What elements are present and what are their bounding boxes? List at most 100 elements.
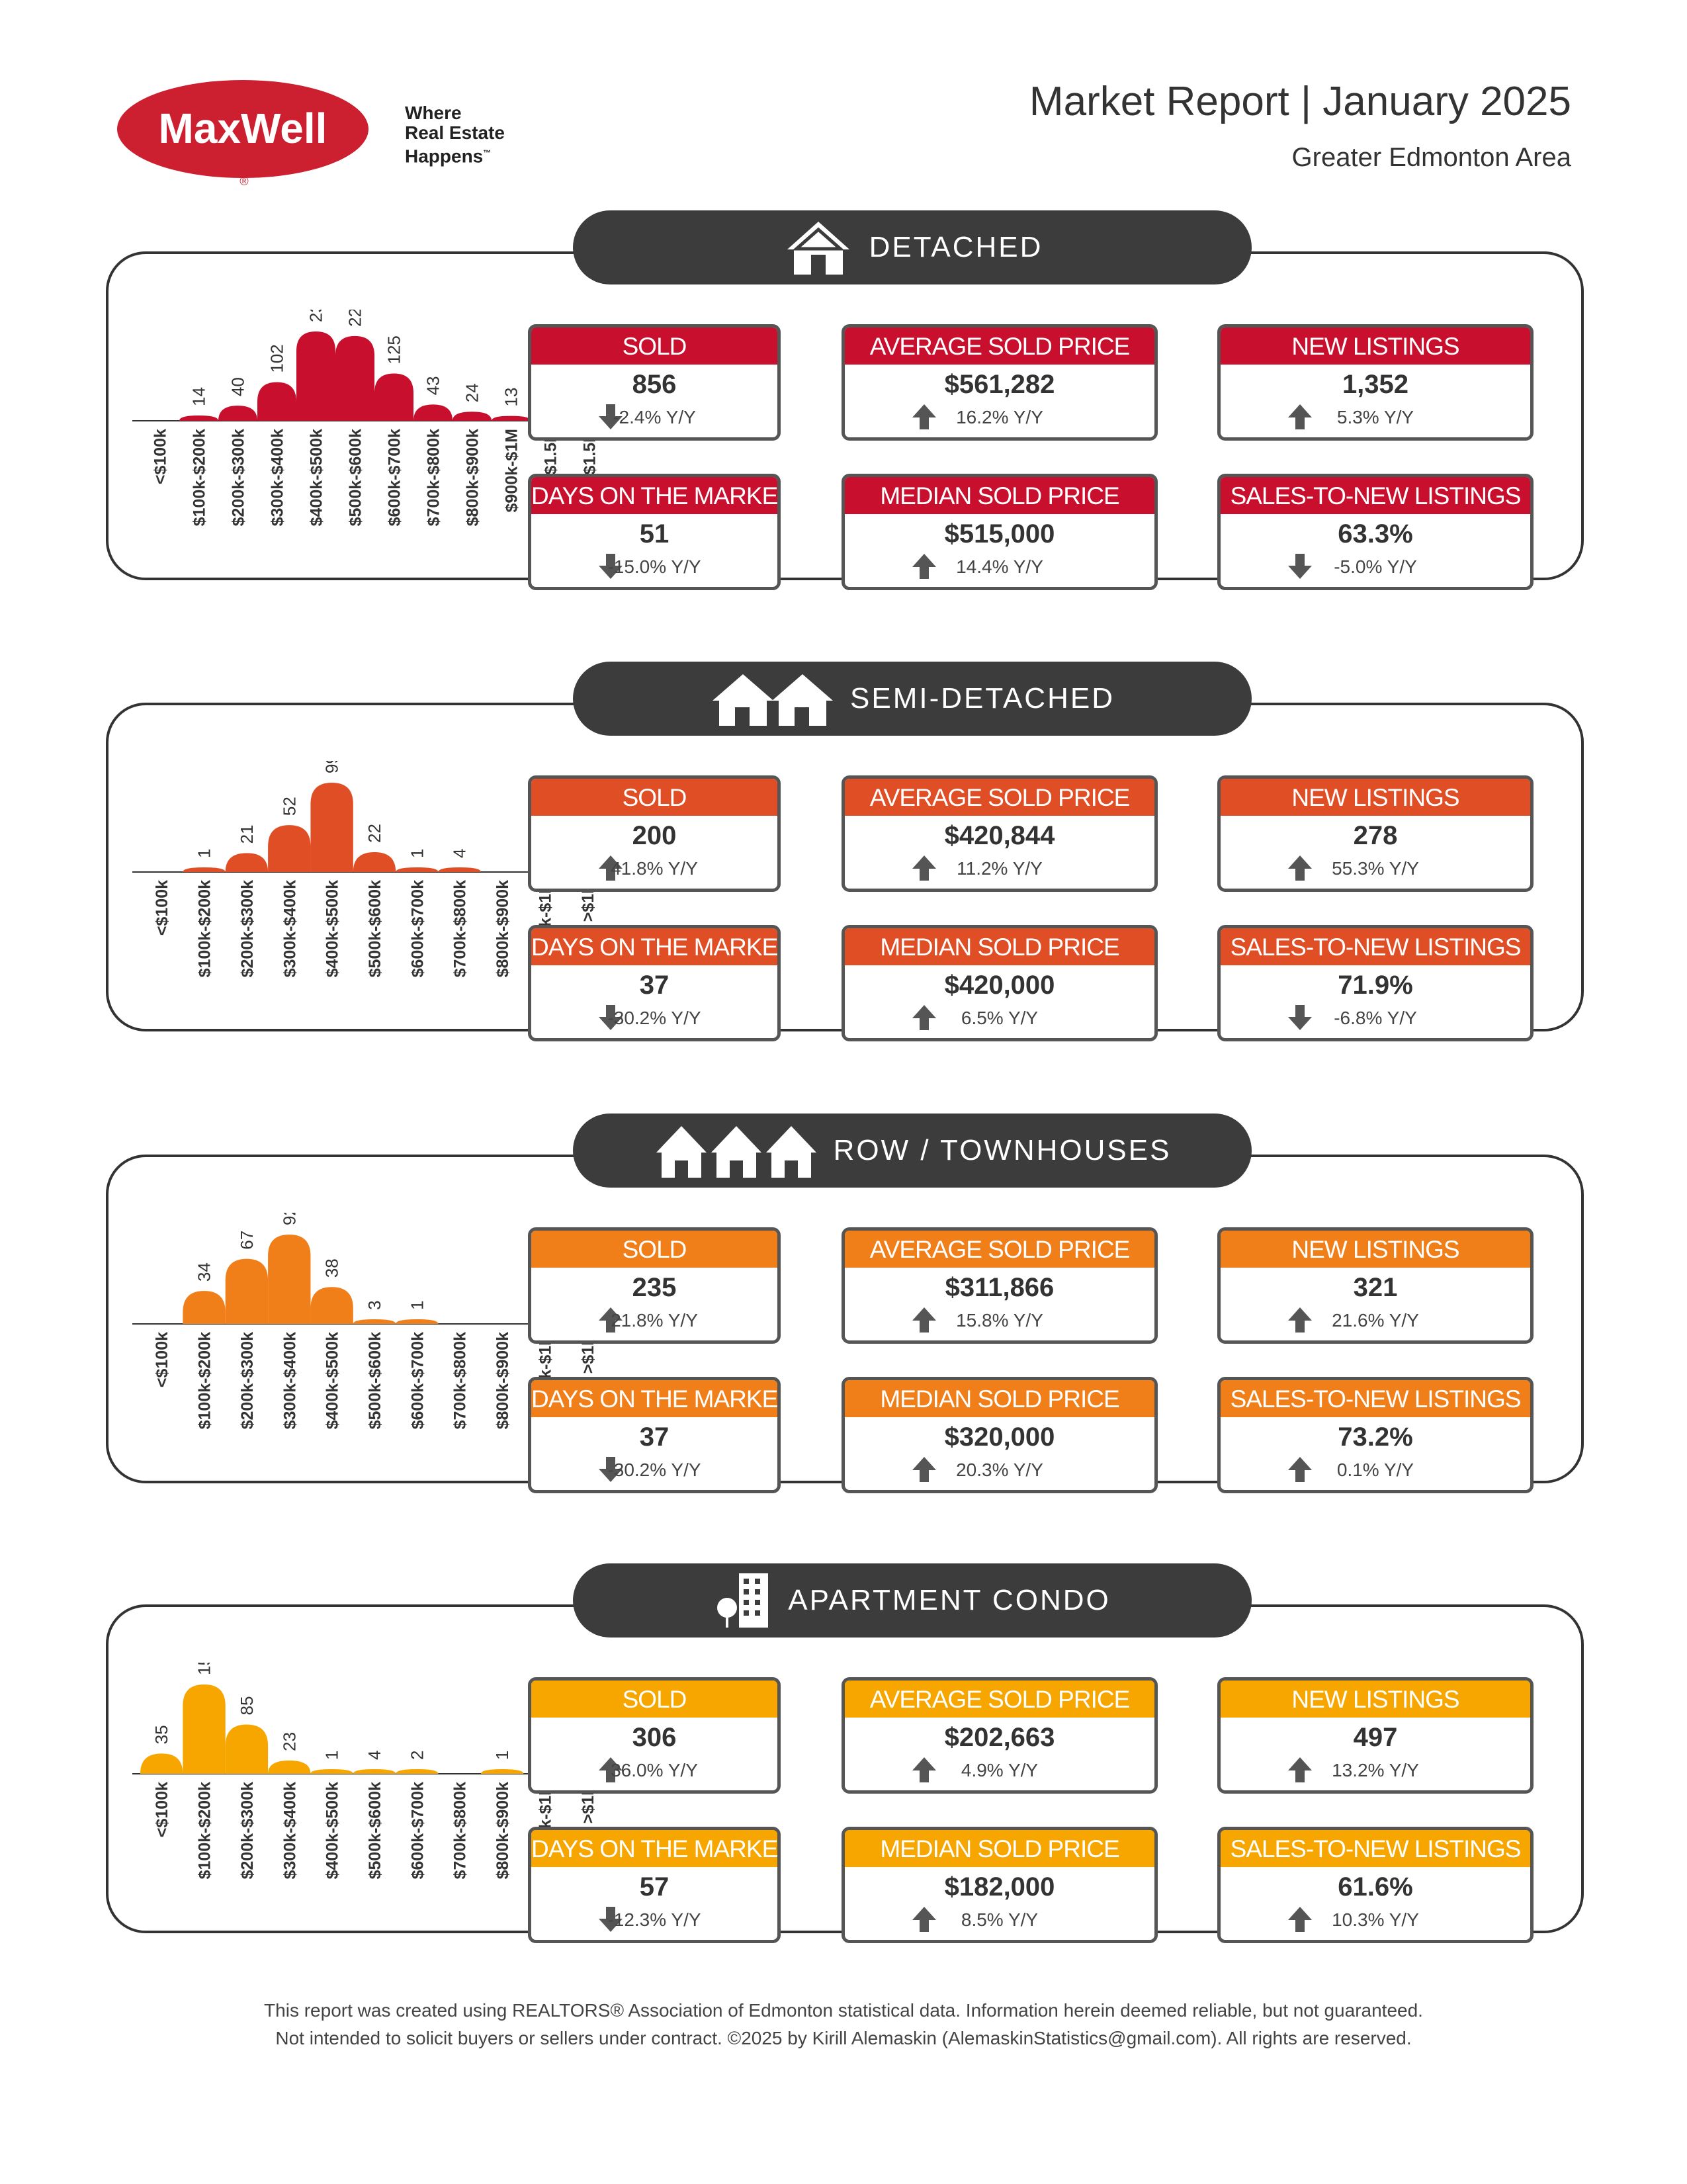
chart-category-label: $400k-$500k (324, 1332, 342, 1429)
chart-category-label: $200k-$300k (230, 429, 248, 526)
stat-card-value: $420,000 (944, 971, 1055, 1000)
stat-card-new-listings: NEW LISTINGS 278 55.3% Y/Y (1217, 775, 1534, 892)
footer: This report was created using REALTORS® … (0, 1997, 1687, 2052)
chart-bar (492, 415, 531, 421)
chart-category-label: $500k-$600k (366, 1782, 384, 1879)
stat-card-label: NEW LISTINGS (1221, 328, 1530, 365)
stat-card-yoy: 8.5% Y/Y (845, 1904, 1154, 1939)
chart-category-label: $800k-$900k (464, 429, 482, 526)
chart-category-label: $700k-$800k (451, 1782, 470, 1879)
stat-card-label: AVERAGE SOLD PRICE (845, 328, 1154, 365)
stat-card-value: $420,844 (944, 821, 1055, 850)
chart-data-label: 35 (151, 1725, 171, 1744)
chart-data-label: 102 (267, 344, 287, 372)
stat-card-yoy-text: 8.5% Y/Y (961, 1909, 1039, 1930)
stat-card-label: AVERAGE SOLD PRICE (845, 779, 1154, 816)
chart-bar (438, 867, 481, 872)
stat-card-new-listings: NEW LISTINGS 497 13.2% Y/Y (1217, 1677, 1534, 1794)
footer-line-2: Not intended to solicit buyers or seller… (275, 2028, 1412, 2048)
stat-card-yoy: 20.3% Y/Y (845, 1454, 1154, 1489)
chart-bar (296, 331, 335, 421)
chart-data-label: 43 (423, 376, 443, 395)
registered-mark: ® (239, 175, 248, 187)
stat-card-label: SOLD (531, 328, 777, 365)
stat-card-yoy: -15.0% Y/Y (531, 551, 777, 586)
chart-bar (353, 1319, 396, 1324)
chart-data-label: 14 (189, 387, 209, 406)
stat-card-label: DAYS ON THE MARKET (531, 1380, 777, 1417)
stat-card-yoy-text: 41.8% Y/Y (611, 858, 698, 879)
stat-card-label: SOLD (531, 779, 777, 816)
chart-bar (183, 1684, 226, 1774)
stat-card-yoy-text: 5.3% Y/Y (1336, 407, 1414, 427)
stat-card-yoy-text: 0.1% Y/Y (1336, 1460, 1414, 1480)
stat-card-value: 37 (639, 971, 670, 1000)
stat-card-sales-to-new-listings: SALES-TO-NEW LISTINGS 63.3% -5.0% Y/Y (1217, 474, 1534, 590)
stat-card-value: 37 (639, 1422, 670, 1452)
stat-card-yoy-text: 16.2% Y/Y (956, 407, 1043, 427)
stat-card-average-sold-price: AVERAGE SOLD PRICE $202,663 4.9% Y/Y (842, 1677, 1158, 1794)
chart-data-label: 1 (195, 849, 214, 858)
stat-card-yoy: 6.5% Y/Y (845, 1002, 1154, 1037)
stat-card-value: 73.2% (1338, 1422, 1413, 1452)
chart-bar (310, 1287, 353, 1324)
stat-card-yoy-text: 10.3% Y/Y (1332, 1909, 1419, 1930)
section-title: SEMI-DETACHED (850, 682, 1115, 715)
stat-card-label: SALES-TO-NEW LISTINGS (1221, 1830, 1530, 1867)
section-title-pill: SEMI-DETACHED (573, 662, 1252, 736)
footer-line-1: This report was created using REALTORS® … (264, 2000, 1423, 2021)
section-title-pill: DETACHED (573, 210, 1252, 284)
chart-bar (335, 335, 374, 421)
stat-card-value: 321 (1353, 1273, 1398, 1302)
chart-data-label: 40 (228, 377, 248, 396)
stat-card-yoy-text: 36.0% Y/Y (611, 1760, 698, 1780)
stat-card-label: MEDIAN SOLD PRICE (845, 928, 1154, 965)
stat-card-label: DAYS ON THE MARKET (531, 1830, 777, 1867)
townhouse-icon (656, 1126, 816, 1178)
chart-data-label: 2 (407, 1751, 427, 1760)
chart-data-label: 99 (322, 761, 342, 773)
stat-card-yoy: -2.4% Y/Y (531, 402, 777, 436)
chart-category-label: $800k-$900k (494, 1782, 512, 1879)
chart-bar (225, 1724, 269, 1774)
maxwell-logo: MaxWell ® (117, 80, 368, 187)
chart-data-label: 154 (195, 1663, 214, 1675)
chart-bar (225, 1258, 269, 1324)
chart-category-label: $600k-$700k (408, 1332, 427, 1429)
chart-category-label: $100k-$200k (196, 1782, 214, 1879)
chart-bar (183, 1291, 226, 1324)
price-distribution-chart: 35 <$100k 154 $100k-$200k 85 $200k-$300k 23 $30… (132, 1663, 615, 1879)
stat-card-days-on-the-market: DAYS ON THE MARKET 57 -12.3% Y/Y (528, 1827, 781, 1943)
stat-card-sales-to-new-listings: SALES-TO-NEW LISTINGS 61.6% 10.3% Y/Y (1217, 1827, 1534, 1943)
section-title-pill: ROW / TOWNHOUSES (573, 1114, 1252, 1188)
chart-category-label: $800k-$900k (494, 1332, 512, 1429)
stat-card-median-sold-price: MEDIAN SOLD PRICE $420,000 6.5% Y/Y (842, 925, 1158, 1041)
chart-data-label: 125 (384, 335, 404, 364)
chart-category-label: $300k-$400k (281, 1782, 299, 1879)
stat-card-value: 306 (632, 1723, 677, 1752)
chart-bar (396, 1769, 439, 1774)
stat-card-yoy: -5.0% Y/Y (1221, 551, 1530, 586)
stat-card-average-sold-price: AVERAGE SOLD PRICE $420,844 11.2% Y/Y (842, 775, 1158, 892)
stat-card-yoy-text: -5.0% Y/Y (1334, 556, 1417, 577)
stat-card-label: NEW LISTINGS (1221, 1231, 1530, 1268)
stat-card-label: AVERAGE SOLD PRICE (845, 1231, 1154, 1268)
chart-bar (140, 1753, 183, 1774)
chart-data-label: 4 (365, 1751, 384, 1760)
stat-card-sold: SOLD 235 21.8% Y/Y (528, 1227, 781, 1344)
stat-card-label: NEW LISTINGS (1221, 779, 1530, 816)
chart-bar (268, 825, 311, 872)
chart-category-label: $200k-$300k (238, 1782, 257, 1879)
stat-card-label: NEW LISTINGS (1221, 1681, 1530, 1718)
semi-detached-icon (713, 674, 833, 726)
chart-bar (310, 783, 353, 872)
stat-card-sold: SOLD 306 36.0% Y/Y (528, 1677, 781, 1794)
stat-card-value: 497 (1353, 1723, 1398, 1752)
stat-card-label: MEDIAN SOLD PRICE (845, 1830, 1154, 1867)
chart-data-label: 22 (365, 824, 384, 843)
chart-category-label: $900k-$1M (503, 429, 521, 512)
stat-card-value: 63.3% (1338, 519, 1413, 548)
chart-category-label: $700k-$800k (451, 1332, 470, 1429)
stat-card-yoy: 11.2% Y/Y (845, 853, 1154, 887)
chart-category-label: <$100k (153, 1782, 171, 1837)
